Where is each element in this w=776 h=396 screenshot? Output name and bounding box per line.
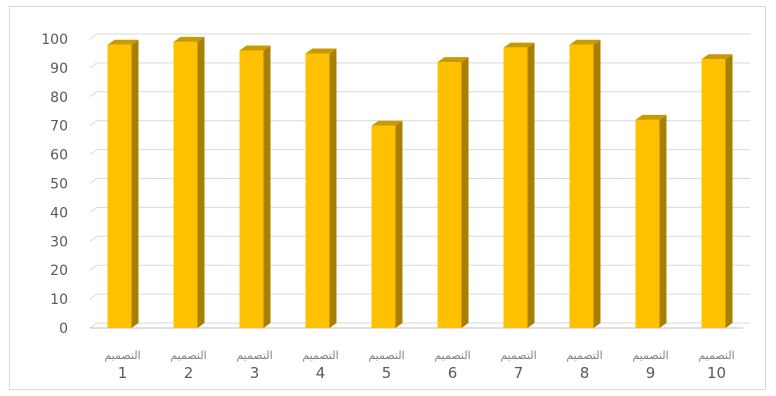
bar — [701, 59, 726, 328]
x-category-label: 5 — [382, 364, 392, 382]
bar — [635, 119, 660, 328]
x-category-label: 4 — [316, 364, 326, 382]
bar-top — [503, 42, 535, 48]
bar-side — [263, 45, 271, 329]
chart-frame: 0 10 20 30 40 50 60 70 80 90 100 التصميم 1 التصميم 2 ال… — [9, 6, 766, 390]
y-tick-label: 90 — [50, 61, 68, 77]
bar-side — [395, 120, 403, 328]
bar-side — [527, 42, 535, 329]
x-category-label: 1 — [118, 364, 128, 382]
x-category-word: التصميم — [368, 349, 404, 362]
y-tick-label: 30 — [50, 234, 68, 250]
bar-top — [107, 39, 139, 45]
bar-top — [635, 114, 667, 120]
bar-chart: 0 10 20 30 40 50 60 70 80 90 100 التصميم 1 التصميم 2 ال… — [41, 32, 750, 382]
bar-side — [131, 39, 139, 328]
bar-side — [461, 57, 469, 329]
x-category-word: التصميم — [500, 349, 536, 362]
x-category-label: 2 — [184, 364, 194, 382]
x-category-word: التصميم — [434, 349, 470, 362]
x-category-label: 8 — [580, 364, 590, 382]
bar-side — [329, 48, 337, 328]
bar-top — [701, 54, 733, 60]
x-category-label: 9 — [646, 364, 656, 382]
bar — [305, 53, 330, 328]
bar — [107, 44, 132, 328]
x-category-label: 10 — [707, 364, 726, 382]
bar-side — [725, 54, 733, 328]
gridline-depth — [89, 149, 98, 156]
gridline-depth — [89, 264, 98, 271]
gridline-depth — [89, 206, 98, 213]
y-tick-label: 0 — [59, 321, 68, 337]
bar-top — [305, 48, 337, 54]
x-category-word: التصميم — [566, 349, 602, 362]
bar-top — [173, 36, 205, 42]
bar-side — [593, 39, 601, 328]
bar-top — [569, 39, 601, 45]
y-tick-label: 60 — [50, 148, 68, 164]
bar — [239, 50, 264, 329]
gridline-depth — [89, 62, 98, 69]
bar-top — [239, 45, 271, 51]
bar-top — [437, 57, 469, 63]
x-category-label: 3 — [250, 364, 260, 382]
bar — [569, 44, 594, 328]
y-tick-label: 50 — [50, 177, 68, 193]
gridline-depth — [89, 235, 98, 242]
x-category-label: 6 — [448, 364, 458, 382]
y-tick-label: 100 — [41, 32, 68, 48]
x-category-label: 7 — [514, 364, 524, 382]
bar — [437, 62, 462, 329]
x-category-word: التصميم — [104, 349, 140, 362]
y-tick-label: 80 — [50, 90, 68, 106]
y-tick-label: 70 — [50, 119, 68, 135]
bar-side — [197, 36, 205, 328]
gridline-depth — [89, 178, 98, 184]
bar-side — [659, 114, 667, 328]
x-category-word: التصميم — [698, 349, 734, 362]
gridline-depth — [89, 91, 98, 98]
gridline-depth — [89, 120, 98, 127]
bar-top — [371, 120, 403, 126]
gridline-depth — [89, 293, 98, 300]
x-category-word: التصميم — [236, 349, 272, 362]
y-tick-label: 10 — [50, 292, 68, 308]
y-tick-label: 40 — [50, 205, 68, 221]
bar — [503, 47, 528, 329]
x-category-word: التصميم — [302, 349, 338, 362]
gridline-depth — [89, 322, 98, 329]
gridline-depth — [89, 33, 98, 40]
bar — [371, 125, 396, 328]
y-tick-label: 20 — [50, 263, 68, 279]
x-category-word: التصميم — [632, 349, 668, 362]
bar — [173, 41, 198, 328]
x-category-word: التصميم — [170, 349, 206, 362]
